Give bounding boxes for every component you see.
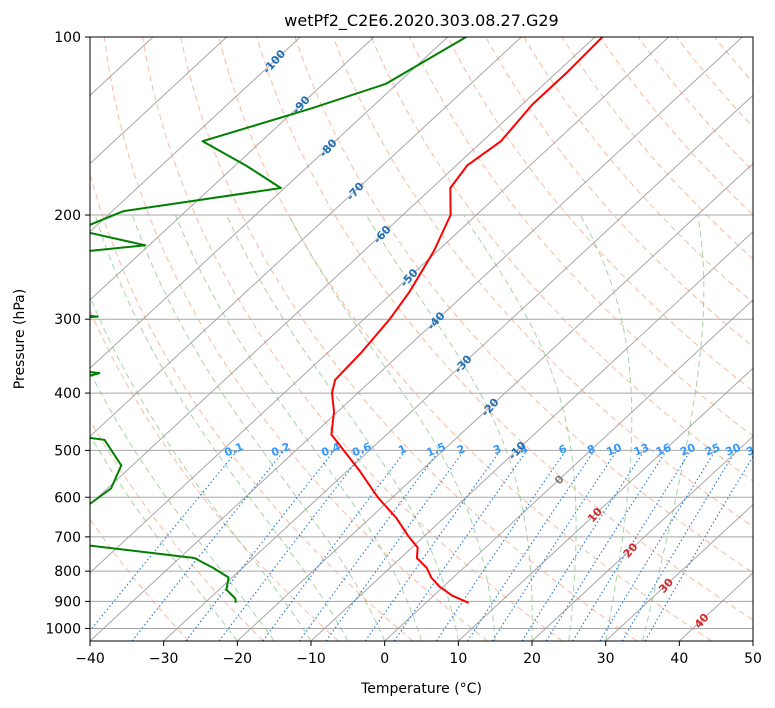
dry-adiabat-9 bbox=[294, 37, 753, 574]
mixing-ratio-line bbox=[90, 450, 238, 632]
y-tick-label: 200 bbox=[54, 208, 81, 224]
y-tick-label: 400 bbox=[54, 386, 81, 402]
mixing-ratio-line bbox=[185, 450, 335, 641]
isotherm-line bbox=[90, 37, 743, 641]
dry-adiabat-18 bbox=[637, 37, 753, 172]
mixing-ratio-line bbox=[325, 450, 465, 641]
moist-adiabat-3 bbox=[94, 214, 349, 641]
y-tick-label: 900 bbox=[54, 594, 81, 610]
mixing-ratio-label: 13 bbox=[632, 441, 651, 459]
isotherm-line bbox=[163, 94, 753, 641]
y-tick-label: 500 bbox=[54, 443, 81, 459]
mixing-ratio-label: 3 bbox=[491, 442, 503, 457]
isotherm-line bbox=[90, 37, 669, 574]
x-tick-label: 20 bbox=[523, 651, 541, 667]
mixing-ratio-label: 20 bbox=[678, 441, 697, 459]
dry-adiabat-11 bbox=[370, 37, 753, 482]
x-tick-label: −10 bbox=[296, 651, 326, 667]
isotherm-line bbox=[90, 37, 301, 233]
moist-adiabat-8 bbox=[365, 214, 533, 641]
y-tick-label: 600 bbox=[54, 490, 81, 506]
mixing-ratio-label: 10 bbox=[605, 441, 624, 459]
x-tick-label: 30 bbox=[597, 651, 615, 667]
moist-adiabat-10 bbox=[580, 214, 633, 641]
isotherm-line bbox=[236, 162, 753, 641]
moist-adiabat-4 bbox=[131, 214, 386, 641]
y-tick-label: 700 bbox=[54, 530, 81, 546]
mixing-ratio-line bbox=[572, 450, 692, 641]
mixing-ratio-label: 16 bbox=[654, 441, 673, 459]
x-tick-label: 10 bbox=[449, 651, 467, 667]
y-tick-label: 1000 bbox=[45, 621, 81, 637]
dry-adiabat-7 bbox=[218, 37, 712, 641]
mixing-ratio-line bbox=[621, 450, 737, 641]
x-tick-label: 50 bbox=[744, 651, 762, 667]
x-tick-label: 40 bbox=[670, 651, 688, 667]
chart-title: wetPf2_C2E6.2020.303.08.27.G29 bbox=[284, 11, 558, 31]
isotherm-line bbox=[90, 37, 375, 301]
x-tick-label: −30 bbox=[149, 651, 179, 667]
mixing-ratio-line bbox=[393, 450, 528, 641]
temperature-profile bbox=[330, 37, 604, 604]
dry-adiabat-0 bbox=[90, 518, 190, 641]
isotherm-line bbox=[384, 299, 753, 641]
mixing-ratio-line bbox=[521, 450, 645, 641]
x-axis-label: Temperature (°C) bbox=[360, 681, 482, 697]
mixing-ratio-label: 25 bbox=[703, 441, 722, 459]
y-tick-label: 300 bbox=[54, 312, 81, 328]
dry-adiabat-8 bbox=[256, 37, 753, 621]
mixing-ratio-label: 2 bbox=[455, 442, 467, 457]
isotherm-line bbox=[310, 231, 753, 641]
mixing-ratio-label: 36 bbox=[744, 441, 763, 459]
mixing-ratio-line bbox=[298, 450, 440, 641]
dry-adiabat-6 bbox=[180, 37, 638, 641]
isotherm-line bbox=[90, 37, 227, 165]
mixing-ratio-line bbox=[131, 450, 285, 641]
isotherm-line bbox=[90, 37, 448, 369]
plot-frame bbox=[89, 36, 754, 642]
mixing-ratio-line bbox=[545, 450, 667, 641]
isotherm-line bbox=[457, 367, 753, 641]
isotherm-line bbox=[90, 37, 596, 506]
x-tick-label: 0 bbox=[380, 651, 389, 667]
x-tick-label: −20 bbox=[223, 651, 253, 667]
isotherm-line bbox=[90, 37, 522, 438]
mixing-ratio-label: 30 bbox=[724, 441, 743, 459]
mixing-ratio-line bbox=[599, 450, 716, 641]
dewpoint-profile bbox=[90, 37, 467, 603]
y-tick-label: 800 bbox=[54, 564, 81, 580]
x-tick-label: −40 bbox=[75, 651, 105, 667]
y-tick-label: 100 bbox=[54, 30, 81, 46]
isotherm-line bbox=[531, 435, 753, 641]
mixing-ratio-label: 1 bbox=[396, 442, 408, 457]
mixing-ratio-line bbox=[364, 450, 501, 641]
dry-adiabat-15 bbox=[523, 37, 753, 304]
isotherm-line bbox=[605, 503, 753, 641]
dry-adiabat-13 bbox=[447, 37, 753, 392]
mixing-ratio-line bbox=[644, 455, 753, 641]
moist-adiabat-9 bbox=[463, 214, 577, 641]
moist-adiabat-11 bbox=[642, 214, 705, 641]
dry-adiabat-5 bbox=[142, 37, 563, 641]
moist-adiabat-6 bbox=[226, 214, 459, 641]
mixing-ratio-line bbox=[491, 450, 618, 641]
moist-adiabat-2 bbox=[90, 295, 312, 641]
y-axis-label: Pressure (hPa) bbox=[12, 289, 28, 389]
mixing-ratio-label: 8 bbox=[585, 442, 597, 457]
